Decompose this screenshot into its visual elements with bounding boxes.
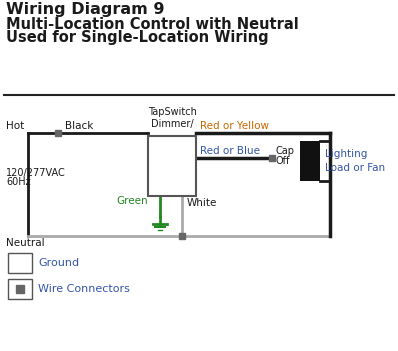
Bar <box>8 253 32 273</box>
Bar <box>148 136 196 196</box>
Text: Dimmer/: Dimmer/ <box>151 119 193 129</box>
Text: Wire Connectors: Wire Connectors <box>38 284 130 294</box>
Text: Black: Black <box>65 121 94 131</box>
Text: Green: Green <box>116 196 148 206</box>
Text: Multi-Location Control with Neutral: Multi-Location Control with Neutral <box>6 17 299 32</box>
Text: Cap: Cap <box>276 146 295 156</box>
Text: Hot: Hot <box>6 121 24 131</box>
Text: Lighting
Load or Fan: Lighting Load or Fan <box>325 150 385 173</box>
Text: White: White <box>187 198 217 208</box>
Text: Wiring Diagram 9: Wiring Diagram 9 <box>6 2 164 17</box>
Text: Red or Yellow: Red or Yellow <box>200 121 269 131</box>
Text: Used for Single-Location Wiring: Used for Single-Location Wiring <box>6 30 269 45</box>
Text: Off: Off <box>276 156 291 166</box>
Text: TapSwitch: TapSwitch <box>148 107 197 117</box>
Text: Neutral: Neutral <box>6 238 45 248</box>
Text: Ground: Ground <box>38 258 79 268</box>
Text: 60Hz: 60Hz <box>6 177 31 187</box>
Text: Red or Blue: Red or Blue <box>200 146 260 156</box>
Bar <box>300 141 320 181</box>
Text: 120/277VAC: 120/277VAC <box>6 168 66 178</box>
Bar <box>8 279 32 299</box>
